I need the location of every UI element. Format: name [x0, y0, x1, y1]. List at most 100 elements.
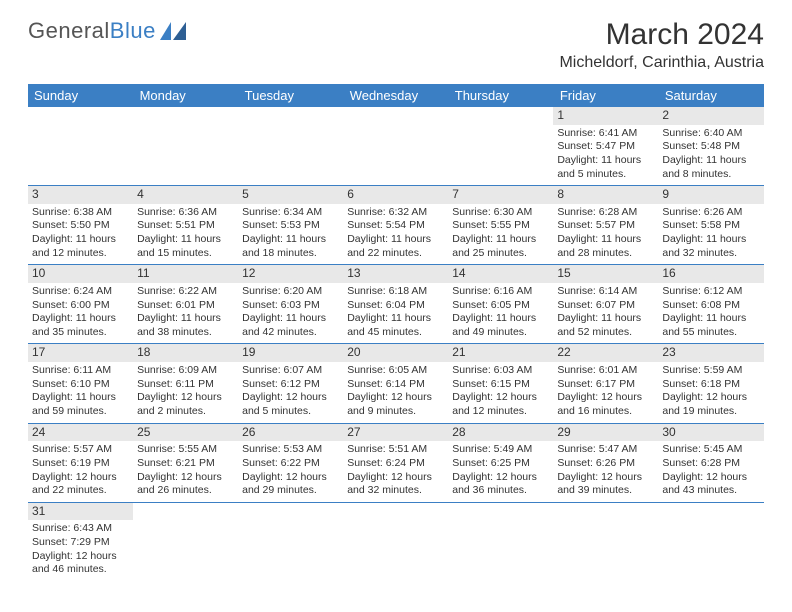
- sunset-line: Sunset: 5:50 PM: [32, 219, 129, 233]
- calendar-cell: [448, 107, 553, 186]
- sunrise-line: Sunrise: 6:34 AM: [242, 206, 339, 220]
- calendar-body: 1Sunrise: 6:41 AMSunset: 5:47 PMDaylight…: [28, 107, 764, 581]
- calendar-cell: 28Sunrise: 5:49 AMSunset: 6:25 PMDayligh…: [448, 423, 553, 502]
- calendar-cell: 3Sunrise: 6:38 AMSunset: 5:50 PMDaylight…: [28, 186, 133, 265]
- day-number: 20: [343, 344, 448, 362]
- calendar-cell: [28, 107, 133, 186]
- calendar-cell: 19 Sunrise: 6:07 AMSunset: 6:12 PMDayligh…: [238, 344, 343, 423]
- sunrise-line: Sunrise: 5:51 AM: [347, 443, 444, 457]
- daylight-line: Daylight: 12 hours and 39 minutes.: [557, 471, 654, 498]
- day-number: 25: [133, 424, 238, 442]
- calendar-week-row: 10Sunrise: 6:24 AMSunset: 6:00 PMDayligh…: [28, 265, 764, 344]
- calendar-cell: 16Sunrise: 6:12 AMSunset: 6:08 PMDayligh…: [658, 265, 763, 344]
- calendar-week-row: 31Sunrise: 6:43 AMSunset: 7:29 PMDayligh…: [28, 502, 764, 581]
- sunset-line: Sunset: 6:11 PM: [137, 378, 234, 392]
- sunrise-line: Sunrise: 5:45 AM: [662, 443, 759, 457]
- calendar-cell: 9Sunrise: 6:26 AMSunset: 5:58 PMDaylight…: [658, 186, 763, 265]
- daylight-line: Daylight: 11 hours and 49 minutes.: [452, 312, 549, 339]
- sunrise-line: Sunrise: 5:57 AM: [32, 443, 129, 457]
- sunset-line: Sunset: 6:26 PM: [557, 457, 654, 471]
- weekday-header: Tuesday: [238, 84, 343, 107]
- weekday-header: Sunday: [28, 84, 133, 107]
- day-number: 24: [28, 424, 133, 442]
- daylight-line: Daylight: 12 hours and 19 minutes.: [662, 391, 759, 418]
- day-number: 28: [448, 424, 553, 442]
- day-number: 21: [448, 344, 553, 362]
- sunrise-line: Sunrise: 6:11 AM: [32, 364, 129, 378]
- calendar-cell: 18Sunrise: 6:09 AMSunset: 6:11 PMDayligh…: [133, 344, 238, 423]
- sunset-line: Sunset: 6:15 PM: [452, 378, 549, 392]
- day-number: 27: [343, 424, 448, 442]
- sunset-line: Sunset: 6:12 PM: [242, 378, 339, 392]
- sunset-line: Sunset: 6:04 PM: [347, 299, 444, 313]
- sunrise-line: Sunrise: 6:20 AM: [242, 285, 339, 299]
- sunrise-line: Sunrise: 6:28 AM: [557, 206, 654, 220]
- day-number: 19: [238, 344, 343, 362]
- daylight-line: Daylight: 11 hours and 15 minutes.: [137, 233, 234, 260]
- weekday-header: Friday: [553, 84, 658, 107]
- day-number: 4: [133, 186, 238, 204]
- sunset-line: Sunset: 5:48 PM: [662, 140, 759, 154]
- sunrise-line: Sunrise: 5:59 AM: [662, 364, 759, 378]
- calendar-cell: [238, 107, 343, 186]
- daylight-line: Daylight: 12 hours and 22 minutes.: [32, 471, 129, 498]
- weekday-header: Thursday: [448, 84, 553, 107]
- weekday-header: Saturday: [658, 84, 763, 107]
- sunset-line: Sunset: 6:10 PM: [32, 378, 129, 392]
- daylight-line: Daylight: 11 hours and 35 minutes.: [32, 312, 129, 339]
- calendar-cell: 5Sunrise: 6:34 AMSunset: 5:53 PMDaylight…: [238, 186, 343, 265]
- logo-sail-icon: [160, 22, 188, 40]
- sunrise-line: Sunrise: 6:40 AM: [662, 127, 759, 141]
- sunrise-line: Sunrise: 6:03 AM: [452, 364, 549, 378]
- daylight-line: Daylight: 11 hours and 25 minutes.: [452, 233, 549, 260]
- weekday-header: Wednesday: [343, 84, 448, 107]
- title-block: March 2024 Micheldorf, Carinthia, Austri…: [559, 18, 764, 72]
- calendar-cell: 26Sunrise: 5:53 AMSunset: 6:22 PMDayligh…: [238, 423, 343, 502]
- calendar-cell: 13Sunrise: 6:18 AMSunset: 6:04 PMDayligh…: [343, 265, 448, 344]
- day-number: 30: [658, 424, 763, 442]
- sunset-line: Sunset: 6:24 PM: [347, 457, 444, 471]
- calendar-cell: 4Sunrise: 6:36 AMSunset: 5:51 PMDaylight…: [133, 186, 238, 265]
- sunrise-line: Sunrise: 6:14 AM: [557, 285, 654, 299]
- day-number: 31: [28, 503, 133, 521]
- sunset-line: Sunset: 6:22 PM: [242, 457, 339, 471]
- daylight-line: Daylight: 12 hours and 32 minutes.: [347, 471, 444, 498]
- day-number: 29: [553, 424, 658, 442]
- day-number: 17: [28, 344, 133, 362]
- sunset-line: Sunset: 6:03 PM: [242, 299, 339, 313]
- calendar-table: SundayMondayTuesdayWednesdayThursdayFrid…: [28, 84, 764, 581]
- daylight-line: Daylight: 12 hours and 16 minutes.: [557, 391, 654, 418]
- sunrise-line: Sunrise: 6:30 AM: [452, 206, 549, 220]
- daylight-line: Daylight: 12 hours and 46 minutes.: [32, 550, 129, 577]
- sunset-line: Sunset: 6:01 PM: [137, 299, 234, 313]
- daylight-line: Daylight: 11 hours and 55 minutes.: [662, 312, 759, 339]
- calendar-cell: 20Sunrise: 6:05 AMSunset: 6:14 PMDayligh…: [343, 344, 448, 423]
- day-number: 12: [238, 265, 343, 283]
- calendar-cell: [553, 502, 658, 581]
- calendar-week-row: 24Sunrise: 5:57 AMSunset: 6:19 PMDayligh…: [28, 423, 764, 502]
- calendar-cell: 27Sunrise: 5:51 AMSunset: 6:24 PMDayligh…: [343, 423, 448, 502]
- sunset-line: Sunset: 6:00 PM: [32, 299, 129, 313]
- sunset-line: Sunset: 7:29 PM: [32, 536, 129, 550]
- sunrise-line: Sunrise: 6:01 AM: [557, 364, 654, 378]
- sunset-line: Sunset: 5:58 PM: [662, 219, 759, 233]
- sunset-line: Sunset: 6:28 PM: [662, 457, 759, 471]
- calendar-cell: 30Sunrise: 5:45 AMSunset: 6:28 PMDayligh…: [658, 423, 763, 502]
- calendar-cell: 8Sunrise: 6:28 AMSunset: 5:57 PMDaylight…: [553, 186, 658, 265]
- sunrise-line: Sunrise: 6:07 AM: [242, 364, 339, 378]
- calendar-cell: [448, 502, 553, 581]
- sunrise-line: Sunrise: 6:43 AM: [32, 522, 129, 536]
- calendar-cell: [343, 502, 448, 581]
- daylight-line: Daylight: 11 hours and 38 minutes.: [137, 312, 234, 339]
- calendar-cell: [658, 502, 763, 581]
- day-number: 1: [553, 107, 658, 125]
- day-number: 15: [553, 265, 658, 283]
- sunrise-line: Sunrise: 6:16 AM: [452, 285, 549, 299]
- daylight-line: Daylight: 12 hours and 2 minutes.: [137, 391, 234, 418]
- daylight-line: Daylight: 11 hours and 32 minutes.: [662, 233, 759, 260]
- day-number: 10: [28, 265, 133, 283]
- calendar-cell: 17Sunrise: 6:11 AMSunset: 6:10 PMDayligh…: [28, 344, 133, 423]
- calendar-cell: 31Sunrise: 6:43 AMSunset: 7:29 PMDayligh…: [28, 502, 133, 581]
- daylight-line: Daylight: 12 hours and 5 minutes.: [242, 391, 339, 418]
- calendar-cell: 23Sunrise: 5:59 AMSunset: 6:18 PMDayligh…: [658, 344, 763, 423]
